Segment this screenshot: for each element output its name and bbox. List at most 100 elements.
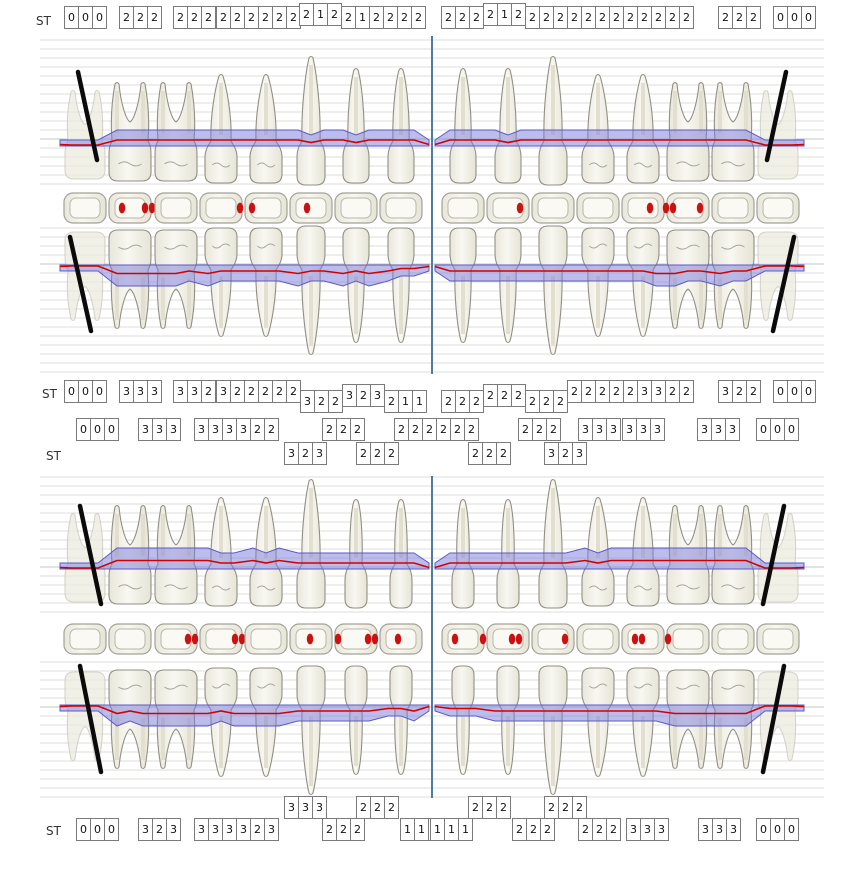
probing-depth-cell[interactable]: 3 xyxy=(152,418,167,441)
probing-depth-cell[interactable]: 1 xyxy=(458,818,473,841)
probing-depth-cell[interactable]: 0 xyxy=(92,380,107,403)
probing-depth-cell[interactable]: 2 xyxy=(746,380,761,403)
probing-depth-cell[interactable]: 0 xyxy=(78,380,93,403)
probing-depth-cell[interactable]: 3 xyxy=(697,418,712,441)
probing-depth-cell[interactable]: 2 xyxy=(553,390,568,413)
probing-depth-cell[interactable]: 3 xyxy=(698,818,713,841)
probing-depth-cell[interactable]: 2 xyxy=(436,418,451,441)
probing-depth-cell[interactable]: 2 xyxy=(119,6,134,29)
probing-depth-cell[interactable]: 2 xyxy=(455,6,470,29)
probing-depth-cell[interactable]: 0 xyxy=(104,818,119,841)
probing-depth-cell[interactable]: 2 xyxy=(469,6,484,29)
probing-depth-cell[interactable]: 2 xyxy=(483,384,498,407)
probing-depth-cell[interactable]: 2 xyxy=(328,390,343,413)
probing-depth-cell[interactable]: 3 xyxy=(173,380,188,403)
probing-depth-cell[interactable]: 3 xyxy=(725,418,740,441)
probing-depth-cell[interactable]: 3 xyxy=(654,818,669,841)
probing-depth-cell[interactable]: 1 xyxy=(313,3,328,26)
probing-depth-cell[interactable]: 2 xyxy=(356,442,371,465)
probing-depth-cell[interactable]: 2 xyxy=(187,6,202,29)
probing-depth-cell[interactable]: 3 xyxy=(312,442,327,465)
probing-depth-cell[interactable]: 2 xyxy=(314,390,329,413)
probing-depth-cell[interactable]: 2 xyxy=(356,796,371,819)
probing-depth-cell[interactable]: 3 xyxy=(166,818,181,841)
probing-depth-cell[interactable]: 2 xyxy=(540,818,555,841)
probing-depth-cell[interactable]: 3 xyxy=(650,418,665,441)
probing-depth-cell[interactable]: 3 xyxy=(208,418,223,441)
probing-depth-cell[interactable]: 2 xyxy=(370,442,385,465)
probing-depth-cell[interactable]: 3 xyxy=(718,380,733,403)
probing-depth-cell[interactable]: 3 xyxy=(592,418,607,441)
probing-depth-cell[interactable]: 2 xyxy=(322,418,337,441)
probing-depth-cell[interactable]: 0 xyxy=(64,6,79,29)
probing-depth-cell[interactable]: 2 xyxy=(469,390,484,413)
probing-depth-cell[interactable]: 3 xyxy=(187,380,202,403)
probing-depth-cell[interactable]: 2 xyxy=(746,6,761,29)
probing-depth-cell[interactable]: 2 xyxy=(496,442,511,465)
probing-depth-cell[interactable]: 2 xyxy=(539,6,554,29)
probing-depth-cell[interactable]: 2 xyxy=(258,6,273,29)
probing-depth-cell[interactable]: 0 xyxy=(801,380,816,403)
probing-depth-cell[interactable]: 2 xyxy=(468,442,483,465)
probing-depth-cell[interactable]: 2 xyxy=(732,380,747,403)
probing-depth-cell[interactable]: 2 xyxy=(679,6,694,29)
probing-depth-cell[interactable]: 0 xyxy=(773,6,788,29)
probing-depth-cell[interactable]: 2 xyxy=(244,6,259,29)
probing-depth-cell[interactable]: 3 xyxy=(138,818,153,841)
probing-depth-cell[interactable]: 3 xyxy=(726,818,741,841)
probing-depth-cell[interactable]: 3 xyxy=(119,380,134,403)
probing-depth-cell[interactable]: 3 xyxy=(622,418,637,441)
probing-depth-cell[interactable]: 2 xyxy=(336,418,351,441)
probing-depth-cell[interactable]: 2 xyxy=(623,6,638,29)
probing-depth-cell[interactable]: 0 xyxy=(78,6,93,29)
probing-depth-cell[interactable]: 3 xyxy=(138,418,153,441)
probing-depth-cell[interactable]: 2 xyxy=(299,3,314,26)
probing-depth-cell[interactable]: 2 xyxy=(322,818,337,841)
probing-depth-cell[interactable]: 2 xyxy=(539,390,554,413)
probing-depth-cell[interactable]: 3 xyxy=(312,796,327,819)
probing-depth-cell[interactable]: 2 xyxy=(651,6,666,29)
probing-depth-cell[interactable]: 3 xyxy=(194,818,209,841)
probing-depth-cell[interactable]: 2 xyxy=(464,418,479,441)
probing-depth-cell[interactable]: 2 xyxy=(356,384,371,407)
probing-depth-cell[interactable]: 1 xyxy=(430,818,445,841)
probing-depth-cell[interactable]: 2 xyxy=(511,3,526,26)
probing-depth-cell[interactable]: 2 xyxy=(546,418,561,441)
probing-depth-cell[interactable]: 0 xyxy=(784,818,799,841)
probing-depth-cell[interactable]: 3 xyxy=(298,796,313,819)
probing-depth-cell[interactable]: 2 xyxy=(578,818,593,841)
probing-depth-cell[interactable]: 2 xyxy=(553,6,568,29)
probing-depth-cell[interactable]: 2 xyxy=(497,384,512,407)
probing-depth-cell[interactable]: 2 xyxy=(496,796,511,819)
probing-depth-cell[interactable]: 2 xyxy=(525,6,540,29)
probing-depth-cell[interactable]: 0 xyxy=(787,6,802,29)
probing-depth-cell[interactable]: 2 xyxy=(665,380,680,403)
probing-depth-cell[interactable]: 2 xyxy=(511,384,526,407)
probing-depth-cell[interactable]: 0 xyxy=(770,418,785,441)
probing-depth-cell[interactable]: 3 xyxy=(147,380,162,403)
probing-depth-cell[interactable]: 0 xyxy=(801,6,816,29)
probing-depth-cell[interactable]: 3 xyxy=(712,818,727,841)
probing-depth-cell[interactable]: 0 xyxy=(756,818,771,841)
probing-depth-cell[interactable]: 2 xyxy=(350,818,365,841)
probing-depth-cell[interactable]: 2 xyxy=(244,380,259,403)
probing-depth-cell[interactable]: 2 xyxy=(422,418,437,441)
probing-depth-cell[interactable]: 2 xyxy=(468,796,483,819)
probing-depth-cell[interactable]: 3 xyxy=(222,818,237,841)
probing-depth-cell[interactable]: 2 xyxy=(369,6,384,29)
probing-depth-cell[interactable]: 2 xyxy=(482,796,497,819)
probing-depth-cell[interactable]: 2 xyxy=(298,442,313,465)
probing-depth-cell[interactable]: 2 xyxy=(384,390,399,413)
probing-depth-cell[interactable]: 3 xyxy=(264,818,279,841)
probing-depth-cell[interactable]: 1 xyxy=(355,6,370,29)
probing-depth-cell[interactable]: 2 xyxy=(637,6,652,29)
probing-depth-cell[interactable]: 3 xyxy=(606,418,621,441)
probing-depth-cell[interactable]: 1 xyxy=(398,390,413,413)
probing-depth-cell[interactable]: 3 xyxy=(651,380,666,403)
probing-depth-cell[interactable]: 3 xyxy=(194,418,209,441)
probing-depth-cell[interactable]: 2 xyxy=(411,6,426,29)
probing-depth-cell[interactable]: 3 xyxy=(370,384,385,407)
probing-depth-cell[interactable]: 2 xyxy=(336,818,351,841)
probing-depth-cell[interactable]: 3 xyxy=(544,442,559,465)
probing-depth-cell[interactable]: 2 xyxy=(665,6,680,29)
